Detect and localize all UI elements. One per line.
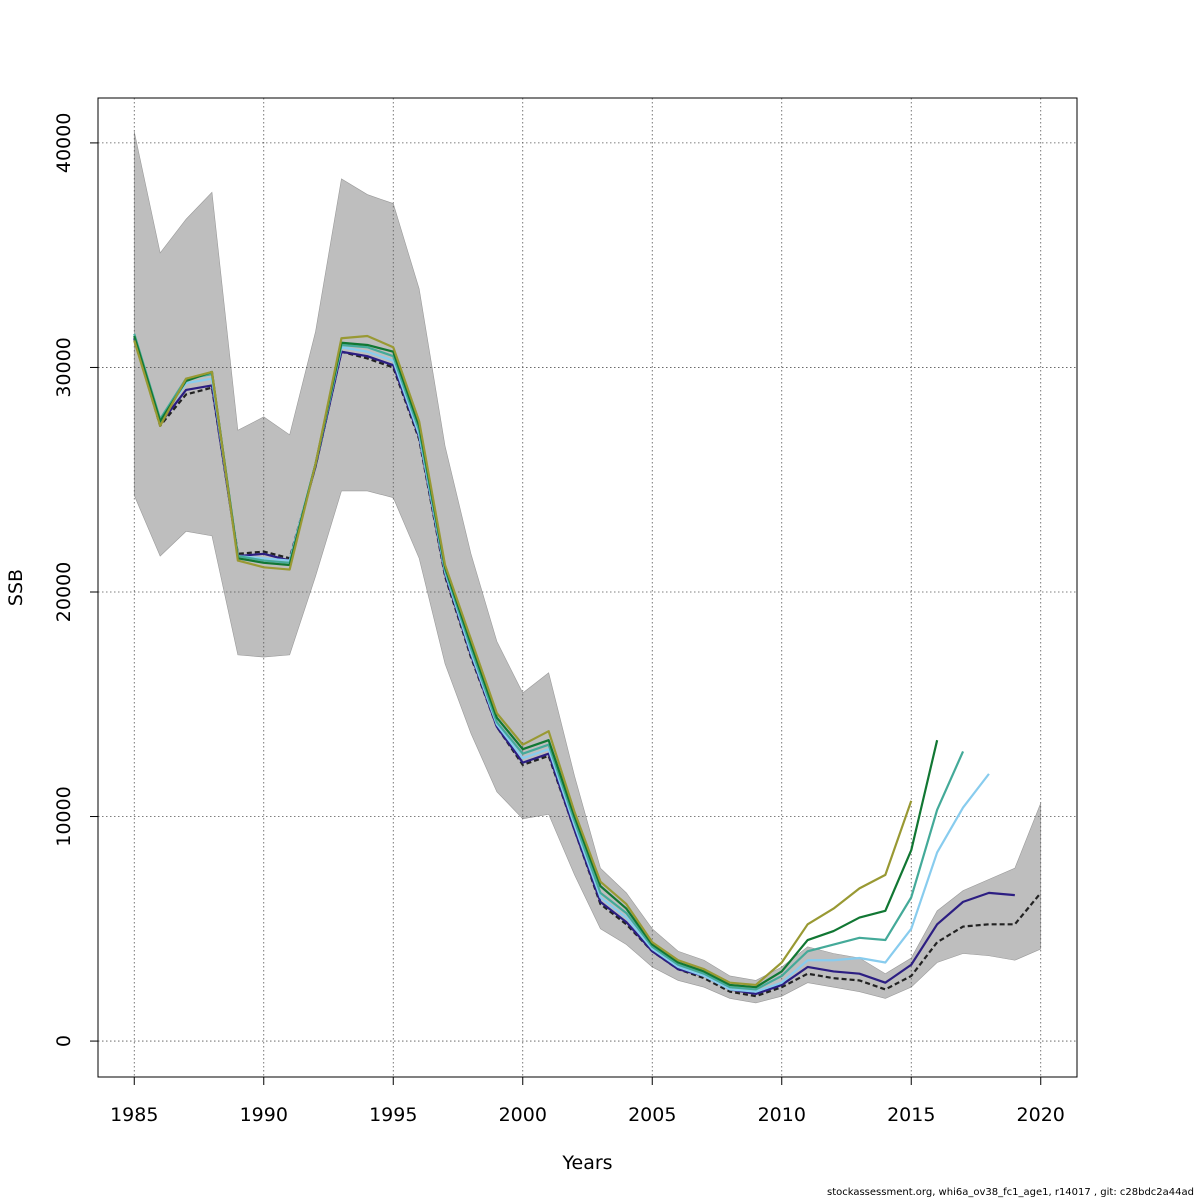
x-tick-label: 1995 <box>369 1104 417 1126</box>
axes: 1985 1990 1995 2000 2005 2010 2015 2020 0 10000 20… <box>53 113 1065 1126</box>
series-line <box>133 334 913 987</box>
footer-credit: stockassessment.org, whi6a_ov38_fc1_age1… <box>826 1187 1194 1198</box>
x-tick-label: 2010 <box>758 1104 806 1126</box>
x-tick-label: 1985 <box>110 1104 158 1126</box>
x-axis-label: Years <box>561 1152 612 1174</box>
x-tick-label: 2015 <box>887 1104 935 1126</box>
series-line <box>133 337 1042 998</box>
y-tick-label: 0 <box>53 1035 75 1047</box>
y-tick-label: 30000 <box>53 337 75 397</box>
x-tick-label: 1990 <box>240 1104 288 1126</box>
x-tick-label: 2005 <box>628 1104 676 1126</box>
x-tick-label: 2000 <box>499 1104 547 1126</box>
series-lines <box>133 333 1042 998</box>
confidence-band-area <box>133 131 1042 1004</box>
series-line <box>133 335 990 993</box>
y-tick-label: 40000 <box>53 113 75 173</box>
series-line <box>133 335 939 989</box>
y-tick-label: 10000 <box>53 786 75 846</box>
series-line <box>133 333 965 991</box>
y-axis-label: SSB <box>5 569 27 606</box>
grid <box>98 98 1077 1077</box>
y-tick-label: 20000 <box>53 562 75 622</box>
x-tick-label: 2020 <box>1017 1104 1065 1126</box>
series-line <box>133 337 1015 996</box>
confidence-band <box>133 131 1042 1004</box>
